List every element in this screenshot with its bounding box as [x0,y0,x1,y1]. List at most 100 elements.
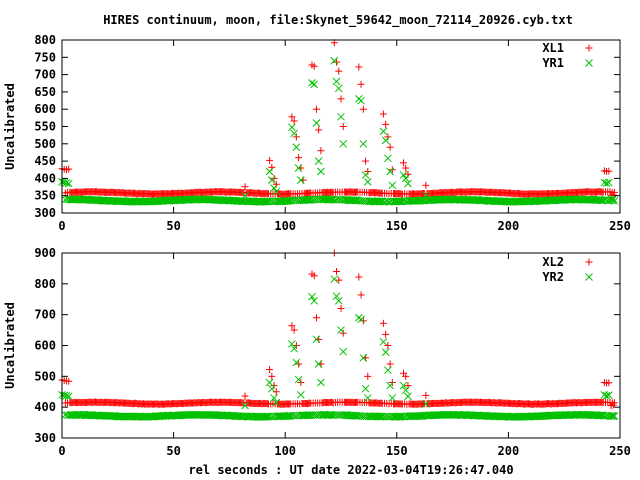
data-point [314,360,323,368]
data-point [361,384,370,393]
data-point [267,176,276,184]
y-tick-label: 700 [34,68,56,82]
y-tick-label: 400 [34,400,56,414]
data-point [294,164,303,172]
data-point [609,412,618,420]
data-point [364,372,372,380]
data-point [402,372,410,380]
data-point [609,401,617,409]
data-point [602,391,611,400]
x-tick-label: 150 [386,219,408,233]
data-point [270,184,278,192]
baseline-mark [285,411,294,420]
y-tick-label: 750 [34,50,56,64]
data-point [422,391,430,399]
data-point [312,105,320,113]
data-point [241,392,249,400]
data-point [381,348,390,357]
series-xl1 [58,39,617,200]
data-point [332,77,341,86]
data-point [288,322,296,330]
data-point [363,394,372,402]
data-point [310,272,318,280]
data-point [312,314,320,322]
data-point [386,360,394,368]
data-point [337,326,345,334]
bottom-panel: 300 400 500 600 700 800 900 0 50 100 150 200 250 Unca… [3,246,631,477]
data-point [317,147,325,155]
data-point [292,143,301,152]
data-point [266,366,274,374]
data-point [270,382,278,390]
data-point [268,372,276,380]
data-point [386,167,394,176]
data-point [308,79,316,87]
y-axis-label: Uncalibrated [3,83,17,170]
data-point [384,133,392,141]
data-point [421,400,430,408]
series-xl2-baseline [61,398,618,408]
y-tick-label: 800 [34,277,56,291]
data-point [317,167,325,176]
data-point [290,326,298,334]
data-point [315,126,323,134]
data-point [362,157,370,165]
data-point [384,154,392,163]
data-point [361,171,370,179]
y-tick-label: 300 [34,431,56,445]
data-point [296,176,305,184]
y-tick-label: 800 [34,33,56,47]
data-point [359,105,367,113]
data-point [609,194,618,203]
data-point [359,139,368,148]
x-tick-label: 50 [166,219,180,233]
data-point [317,378,325,387]
data-point [364,167,372,175]
data-point [384,366,392,375]
chart-title: HIRES continuum, moon, file:Skynet_59642… [103,13,573,28]
data-point [604,391,613,399]
data-point [297,379,305,386]
data-point [355,63,363,71]
data-point [288,340,296,348]
data-point [401,386,410,395]
data-point [388,394,397,402]
data-point [294,375,303,384]
data-point [241,183,249,191]
data-point [241,401,249,410]
x-tick-label: 0 [58,219,65,233]
data-point [382,120,390,128]
data-point [357,315,365,324]
data-point [381,136,390,145]
data-point [337,112,345,121]
data-point [312,335,321,344]
data-point [332,292,341,301]
data-point [272,180,280,188]
data-point [295,154,303,162]
data-point [265,167,274,176]
data-point [357,291,365,299]
legend-label: YR1 [542,56,564,70]
y-tick-label: 700 [34,308,56,322]
data-point [266,156,274,164]
data-point [379,110,387,118]
series-yr1 [58,56,618,204]
data-point [290,344,298,353]
x-tick-label: 0 [58,444,65,458]
data-point [267,384,276,393]
x-tick-label: 100 [274,444,296,458]
data-point [339,139,348,148]
y-tick-label: 500 [34,137,56,151]
data-point [388,181,397,190]
data-point [402,164,410,172]
y-tick-label: 650 [34,85,56,99]
baseline-mark [328,195,336,204]
x-axis-label: rel seconds : UT date 2022-03-04T19:26:4… [188,463,513,477]
data-point [290,129,298,138]
data-point [292,133,300,141]
legend-marker [585,44,593,52]
data-point [607,195,615,204]
data-point [379,127,388,136]
data-point [296,390,305,399]
